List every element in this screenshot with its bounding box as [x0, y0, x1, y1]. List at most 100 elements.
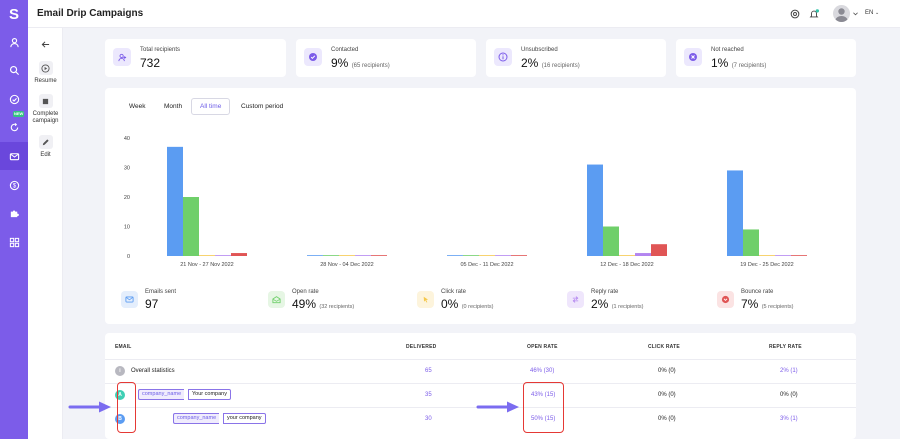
- bar-bounce-rate: [371, 255, 387, 256]
- bell-icon[interactable]: [809, 9, 819, 19]
- tab-custom-period[interactable]: Custom period: [241, 103, 284, 110]
- dollar-icon[interactable]: $: [0, 171, 28, 199]
- stat-contacted: Contacted 9% (65 recipients): [296, 39, 476, 77]
- y-tick-label: 20: [124, 195, 130, 201]
- chevron-down-icon[interactable]: [853, 12, 858, 16]
- edit-label: Edit: [40, 152, 51, 158]
- metric-label: Emails sent: [145, 289, 177, 295]
- stat-value: 2% (16 recipients): [521, 56, 580, 70]
- table-row-overall: i Overall statistics 65 46% (30) 0% (0) …: [105, 359, 856, 383]
- apps-grid-icon[interactable]: [0, 228, 28, 256]
- tab-all-time[interactable]: All time: [191, 98, 231, 115]
- bar-click-rate: [199, 255, 215, 256]
- bar-open-rate: [463, 255, 479, 256]
- stat-value: 732: [140, 56, 161, 70]
- pencil-icon: [42, 138, 49, 145]
- stat-label: Unsubscribed: [521, 47, 558, 53]
- x-tick-label: 19 Dec - 25 Dec 2022: [740, 262, 794, 268]
- svg-text:$: $: [12, 183, 16, 189]
- metric-value: 7% (5 recipients): [741, 297, 794, 311]
- avatar[interactable]: [833, 5, 850, 22]
- bar-reply-rate: [635, 253, 651, 256]
- language-label: EN: [865, 10, 874, 16]
- click-rate-value: 0% (0): [658, 416, 676, 422]
- bar-reply-rate: [495, 255, 511, 256]
- search-icon[interactable]: [0, 56, 28, 84]
- table-row-variant-a[interactable]: A company_name Your company 35 43% (15) …: [105, 383, 856, 407]
- variable-chip: company_name: [138, 389, 185, 400]
- check-circle-icon: [304, 48, 322, 66]
- contacts-icon[interactable]: [0, 28, 28, 56]
- tab-week[interactable]: Week: [129, 103, 146, 110]
- metric-label: Click rate: [441, 289, 467, 295]
- reply-rate-value: 0% (0): [780, 392, 798, 398]
- automation-icon[interactable]: NEW: [0, 111, 28, 141]
- metric-reply-rate: Reply rate 2% (1 recipients): [567, 287, 707, 313]
- open-rate-value[interactable]: 50% (15): [531, 416, 556, 422]
- open-rate-value[interactable]: 46% (30): [530, 368, 555, 374]
- delivered-value[interactable]: 30: [425, 416, 432, 422]
- stat-not-reached: Not reached 1% (7 recipients): [676, 39, 856, 77]
- bar-bounce-rate: [231, 253, 247, 256]
- y-tick-label: 40: [124, 136, 130, 142]
- stat-label: Not reached: [711, 47, 744, 53]
- stop-icon: [42, 98, 49, 104]
- language-selector[interactable]: EN ⌄: [865, 10, 879, 16]
- col-header-reply-rate: REPLY RATE: [769, 344, 802, 350]
- chevron-down-icon: ⌄: [875, 10, 880, 16]
- col-header-click-rate: CLICK RATE: [648, 344, 680, 350]
- stat-label: Contacted: [331, 47, 359, 53]
- x-tick-label: 28 Nov - 04 Dec 2022: [320, 262, 374, 268]
- app-logo[interactable]: S: [8, 5, 19, 23]
- stat-total-recipients: Total recipients 732: [105, 39, 286, 77]
- bar-emails-sent: [587, 164, 603, 256]
- x-tick-label: 12 Dec - 18 Dec 2022: [600, 262, 654, 268]
- puzzle-icon[interactable]: [0, 199, 28, 227]
- metric-value: 49% (32 recipients): [292, 297, 355, 311]
- help-icon[interactable]: [790, 9, 800, 19]
- bar-click-rate: [619, 255, 635, 256]
- reply-rate-value[interactable]: 3% (1): [780, 416, 798, 422]
- action-panel: Resume Complete campaign Edit: [28, 28, 63, 439]
- new-badge: NEW: [13, 111, 25, 117]
- y-tick-label: 30: [124, 166, 130, 172]
- edit-button[interactable]: Edit: [28, 135, 63, 159]
- email-icon[interactable]: [0, 142, 28, 170]
- subject-text: your company: [223, 413, 266, 424]
- delivered-value[interactable]: 35: [425, 392, 432, 398]
- click-rate-value: 0% (0): [658, 368, 676, 374]
- bar-open-rate: [603, 226, 619, 256]
- page-title: Email Drip Campaigns: [37, 8, 144, 19]
- annotation-arrow-right: [476, 401, 519, 413]
- metric-label: Bounce rate: [741, 289, 774, 295]
- envelope-icon: [121, 291, 138, 308]
- bar-chart: 0 10 20 30 40 21 Nov - 27 Nov 2022 28 Nov - 04…: [124, 136, 807, 268]
- bar-bounce-rate: [791, 255, 807, 256]
- resume-label: Resume: [34, 78, 57, 84]
- delivered-value[interactable]: 65: [425, 368, 432, 374]
- annotation-highlight-badges: [117, 382, 136, 433]
- reply-rate-value[interactable]: 2% (1): [780, 368, 798, 374]
- chart-card: Week Month All time Custom period 0 10 20 3…: [105, 88, 856, 324]
- bar-open-rate: [323, 255, 339, 256]
- variable-chip: company_name: [173, 413, 220, 424]
- metric-open-rate: Open rate 49% (32 recipients): [268, 287, 398, 313]
- metric-click-rate: Click rate 0% (0 recipients): [417, 287, 547, 313]
- y-tick-label: 0: [127, 254, 130, 260]
- bounce-icon: [717, 291, 734, 308]
- back-arrow-icon[interactable]: [41, 40, 50, 49]
- metric-value: 2% (1 recipients): [591, 297, 644, 311]
- bar-click-rate: [479, 255, 495, 256]
- bar-bounce-rate: [651, 244, 667, 256]
- tab-month[interactable]: Month: [164, 103, 183, 110]
- bar-reply-rate: [775, 255, 791, 256]
- bar-open-rate: [183, 197, 199, 256]
- stat-value: 9% (65 recipients): [331, 56, 390, 70]
- resume-button[interactable]: Resume: [28, 61, 63, 85]
- left-rail: S NEW $: [0, 0, 28, 439]
- open-rate-value[interactable]: 43% (15): [531, 392, 556, 398]
- bar-bounce-rate: [511, 255, 527, 256]
- check-circle-icon[interactable]: [0, 85, 28, 113]
- col-header-open-rate: OPEN RATE: [527, 344, 558, 350]
- complete-campaign-button[interactable]: Complete campaign: [28, 94, 63, 125]
